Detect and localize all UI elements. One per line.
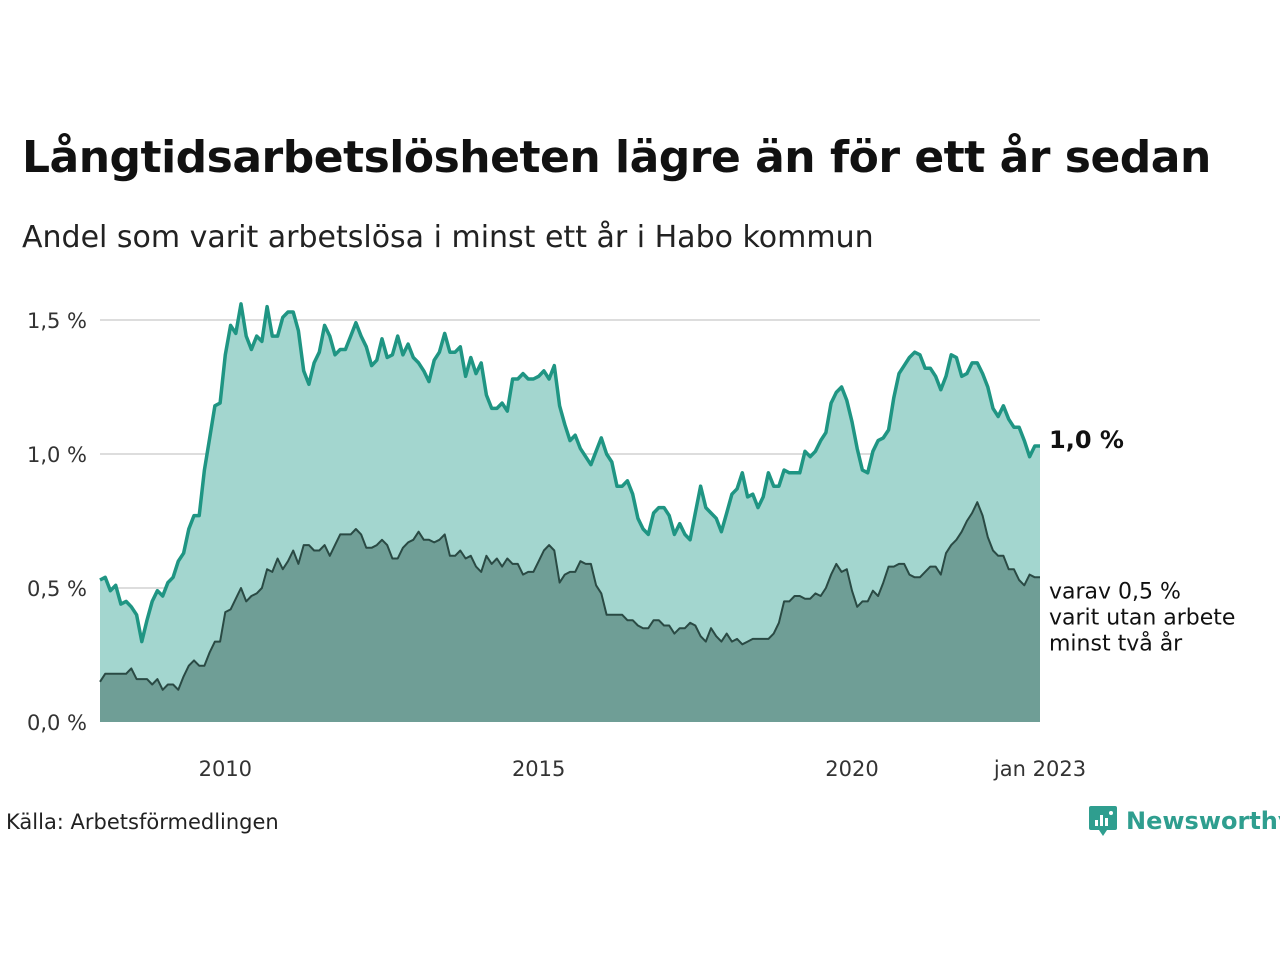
series-area-long (100, 502, 1040, 722)
x-tick-label: jan 2023 (993, 757, 1086, 781)
chart-subtitle: Andel som varit arbetslösa i minst ett å… (22, 220, 874, 255)
y-tick-label: 1,5 % (27, 309, 87, 333)
axis-layer: 0,0 % 0,5 % 1,0 % 1,5 % 2010 2015 2020 jan 2023 (27, 309, 1086, 781)
y-tick-label: 0,5 % (27, 577, 87, 601)
series-line-total (99, 302, 1040, 644)
y-tick-label: 0,0 % (27, 711, 87, 735)
brand-name: Newsworthy (1126, 807, 1280, 835)
annotation-long-end-line: minst två år (1049, 630, 1183, 656)
chart-title: Långtidsarbetslösheten lägre än för ett … (22, 132, 1211, 183)
annotation-long-end-line: varit utan arbete (1049, 605, 1235, 630)
annotation-total-end: 1,0 % (1049, 426, 1124, 454)
x-tick-label: 2010 (199, 757, 252, 781)
annotation-long-end-line: varav 0,5 % (1049, 579, 1181, 604)
series-layer (99, 302, 1040, 722)
newsworthy-logo-icon (1089, 806, 1117, 836)
source-note: Källa: Arbetsförmedlingen (6, 810, 279, 834)
series-line-long (99, 501, 1040, 691)
y-tick-label: 1,0 % (27, 443, 87, 467)
x-tick-label: 2015 (512, 757, 565, 781)
x-tick-label: 2020 (825, 757, 878, 781)
brand-logo[interactable]: Newsworthy (1088, 804, 1280, 838)
